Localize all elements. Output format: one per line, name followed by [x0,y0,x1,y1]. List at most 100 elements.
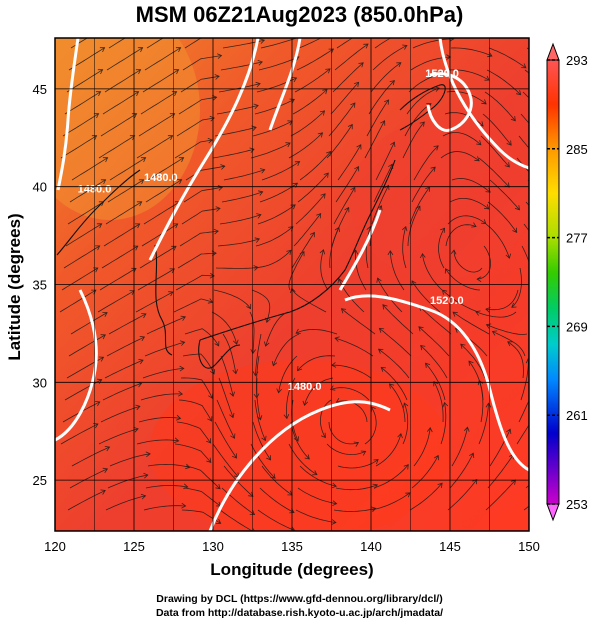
streamline [101,245,139,269]
streamline-arrow [353,81,360,88]
streamline-arrow [380,366,386,372]
streamline-arrow [402,44,408,50]
streamline-arrow [322,88,328,95]
streamline-arrow [402,225,408,232]
streamline-arrow [214,74,220,80]
streamline [447,479,478,511]
streamline-arrow [167,135,174,141]
streamline [332,62,364,93]
streamline [373,164,393,203]
streamline [409,482,443,511]
streamline-arrow [133,245,139,251]
warm-patch-northwest [55,38,200,220]
streamline-arrow [141,313,147,319]
streamline [219,214,262,225]
streamline [214,126,257,137]
streamline-arrow [388,383,395,389]
streamline-arrow [505,253,512,259]
streamline [147,463,190,468]
streamline-arrow [356,144,362,150]
streamline-arrow [179,340,186,346]
streamline [108,38,126,49]
streamline-arrow [220,38,221,39]
streamline [485,289,519,311]
streamline [297,172,329,203]
streamline [222,333,237,374]
streamline-arrow [434,86,440,92]
streamline [105,495,146,511]
streamline-arrow [169,113,176,119]
streamline [218,377,234,418]
streamline-arrow [425,186,431,192]
streamline-arrow [376,277,382,283]
streamline [183,487,221,507]
streamline [180,75,220,93]
streamline [364,406,377,445]
streamline-arrow [476,140,482,146]
streamline-arrow [229,391,235,397]
streamline-arrow [388,163,394,169]
streamline-arrow [525,358,529,364]
streamline-arrow [475,310,481,316]
streamline [319,399,332,438]
streamline-arrow [354,165,360,172]
streamline [326,443,366,456]
streamline-arrow [169,268,175,274]
streamline-arrow [516,90,522,96]
streamline [402,402,409,445]
height-contours [55,38,529,531]
streamline [409,186,431,225]
streamline-arrow [474,156,480,162]
mainland-coast [56,169,141,256]
streamline [411,455,439,489]
streamline-arrow [450,249,457,255]
streamline-arrow [133,427,139,433]
streamline [60,135,97,159]
streamline [453,250,483,273]
streamline-arrow [91,135,98,141]
streamline [370,62,402,93]
streamline-arrow [334,226,340,233]
streamline-arrow [382,304,388,310]
streamline [442,132,482,146]
streamline-arrow [266,455,272,461]
streamline-arrow [97,69,104,75]
streamline [375,433,402,467]
streamline-arrow [232,369,238,375]
streamline [295,328,338,335]
streamline [477,245,492,280]
streamline [185,465,221,489]
streamline-arrow [212,95,218,101]
colorbar-tick-label: 277 [566,231,588,246]
map-grid [55,38,529,531]
streamline-arrow [506,428,512,434]
streamline-arrow [532,282,537,286]
streamline-arrow [433,454,440,461]
streamline [297,355,336,371]
streamline-arrow [352,249,359,255]
streamline [255,226,294,247]
y-axis: 25 30 35 40 45 [33,82,47,488]
streamline-arrow [95,245,101,251]
streamline [71,446,110,467]
streamline-arrow [331,519,337,525]
streamline-arrow [407,27,412,32]
streamline [330,82,359,115]
contour-line [56,38,80,191]
streamline-arrow [396,62,402,68]
streamline [136,135,173,159]
streamline-arrow [253,103,259,110]
streamline [211,311,238,345]
streamline-arrow [441,289,448,295]
streamline-arrow [207,137,213,144]
streamline-arrow [485,187,491,193]
streamline-arrow [485,402,492,408]
streamline-arrow [512,227,518,234]
y-tick-label: 45 [33,82,47,97]
streamline [382,304,414,335]
streamline-arrow [533,384,538,389]
colorbar-ticks: 293 285 277 269 261 253 [547,53,588,512]
streamline-arrow [99,47,106,53]
streamline-arrow [145,451,151,458]
streamline [182,353,215,375]
